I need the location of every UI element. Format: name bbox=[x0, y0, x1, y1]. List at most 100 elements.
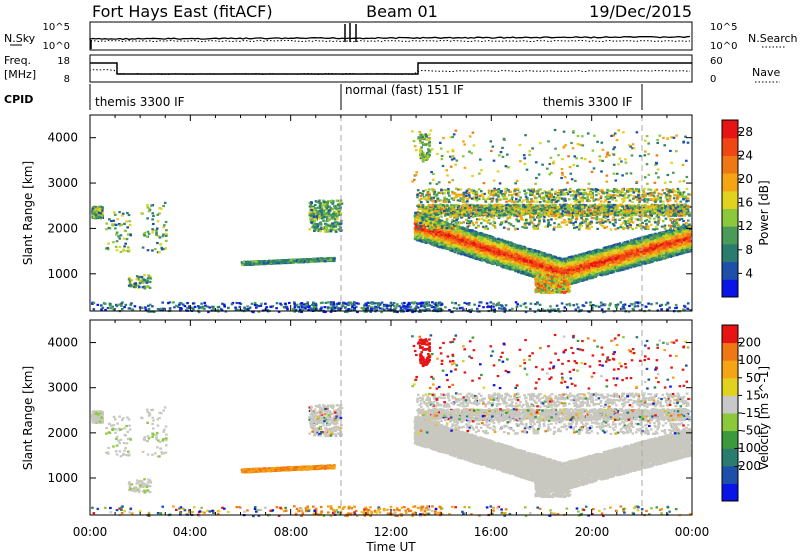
power-cell bbox=[585, 302, 588, 304]
power-cell bbox=[422, 302, 425, 304]
power-cell bbox=[129, 307, 132, 309]
power-cell bbox=[620, 301, 623, 303]
power-cell bbox=[402, 305, 405, 307]
power-cell bbox=[561, 302, 564, 304]
freq-tick-bottom: 8 bbox=[64, 74, 70, 85]
power-cell bbox=[114, 227, 117, 229]
power-cell bbox=[332, 213, 335, 215]
power-cell bbox=[330, 230, 333, 232]
cpid-segment-1: themis 3300 IF bbox=[95, 95, 185, 109]
power-cell bbox=[107, 243, 110, 245]
power-cell bbox=[589, 301, 592, 303]
power-cell bbox=[647, 303, 650, 305]
power-cell bbox=[386, 307, 389, 309]
power-cell bbox=[320, 211, 323, 213]
power-cell bbox=[288, 302, 291, 304]
power-cell bbox=[146, 217, 149, 219]
power-cell bbox=[492, 303, 495, 305]
power-cell bbox=[120, 251, 123, 253]
power-cell bbox=[336, 218, 339, 220]
power-cell bbox=[316, 223, 319, 225]
power-cell bbox=[251, 263, 254, 265]
power-cell bbox=[246, 305, 249, 307]
power-cell bbox=[335, 211, 338, 213]
nave-tick-top: 60 bbox=[710, 56, 723, 67]
power-cell bbox=[113, 211, 116, 213]
power-cell bbox=[201, 307, 204, 309]
power-cell bbox=[516, 306, 519, 308]
power-cell bbox=[516, 303, 519, 305]
power-cell bbox=[256, 261, 259, 263]
power-cell bbox=[148, 233, 151, 235]
power-cell bbox=[511, 308, 514, 310]
power-cell bbox=[424, 302, 427, 304]
power-cell bbox=[297, 306, 300, 308]
date-label: 19/Dec/2015 bbox=[589, 2, 692, 21]
power-cell bbox=[332, 216, 335, 218]
power-cell bbox=[376, 302, 379, 304]
power-cell bbox=[476, 308, 479, 310]
power-cell bbox=[132, 309, 135, 311]
power-cell bbox=[260, 303, 263, 305]
power-cell bbox=[93, 308, 96, 310]
power-cell bbox=[263, 260, 266, 262]
power-cell bbox=[366, 308, 369, 310]
power-cell bbox=[136, 278, 139, 280]
power-cell bbox=[292, 308, 295, 310]
power-cell bbox=[322, 203, 325, 205]
power-cell bbox=[165, 235, 168, 237]
power-cell bbox=[675, 307, 678, 309]
power-cell bbox=[112, 224, 115, 226]
power-cell bbox=[127, 233, 130, 235]
power-cell bbox=[148, 277, 151, 279]
power-cell bbox=[632, 309, 635, 311]
power-cell bbox=[146, 204, 149, 206]
power-cell bbox=[333, 260, 336, 262]
power-cell bbox=[320, 227, 323, 229]
power-cell bbox=[128, 249, 131, 251]
power-cell bbox=[167, 302, 170, 304]
power-cell bbox=[557, 308, 560, 310]
power-cell bbox=[123, 223, 126, 225]
power-cell bbox=[319, 230, 322, 232]
power-cell bbox=[138, 286, 141, 288]
power-cell bbox=[293, 303, 296, 305]
power-cell bbox=[529, 308, 532, 310]
power-cell bbox=[179, 308, 182, 310]
noise-sky-line bbox=[90, 37, 690, 41]
power-cell bbox=[304, 308, 307, 310]
power-cell bbox=[142, 247, 145, 249]
power-cell bbox=[556, 305, 559, 307]
power-cell bbox=[317, 211, 320, 213]
power-cell bbox=[332, 226, 335, 228]
power-cell bbox=[487, 305, 490, 307]
power-cell bbox=[127, 246, 130, 248]
power-cell bbox=[600, 304, 603, 306]
power-cell bbox=[524, 302, 527, 304]
power-cell bbox=[147, 305, 150, 307]
power-cell bbox=[223, 304, 226, 306]
power-cell bbox=[412, 309, 415, 311]
power-cell bbox=[437, 304, 440, 306]
power-cell bbox=[151, 305, 154, 307]
power-cell bbox=[318, 217, 321, 219]
power-cell bbox=[344, 307, 347, 309]
power-cell bbox=[338, 302, 341, 304]
plot-title: Fort Hays East (fitACF) bbox=[92, 2, 273, 21]
power-cell bbox=[324, 203, 327, 205]
power-cell bbox=[157, 308, 160, 310]
power-cell bbox=[667, 302, 670, 304]
power-cell bbox=[192, 308, 195, 310]
power-cell bbox=[128, 214, 131, 216]
power-cell bbox=[134, 282, 137, 284]
power-cell bbox=[148, 210, 151, 212]
power-cell bbox=[152, 212, 155, 214]
power-cell bbox=[144, 287, 147, 289]
power-cell bbox=[324, 306, 327, 308]
power-cell bbox=[186, 302, 189, 304]
power-cell bbox=[100, 215, 103, 217]
power-cell bbox=[347, 308, 350, 310]
power-cell bbox=[116, 232, 119, 234]
power-cell bbox=[444, 306, 447, 308]
power-cell bbox=[323, 212, 326, 214]
